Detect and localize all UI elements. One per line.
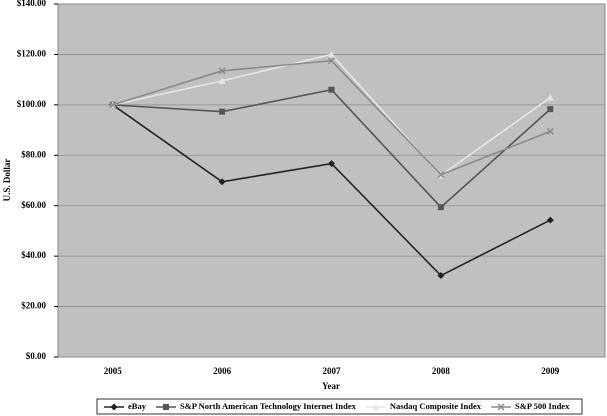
legend (96, 398, 583, 415)
legend-label: S&P 500 Index (515, 401, 570, 411)
marker (218, 67, 226, 75)
marker (372, 403, 380, 410)
plot-area (57, 3, 606, 358)
marker (497, 403, 505, 411)
marker (328, 160, 335, 168)
marker (218, 178, 226, 186)
marker (162, 404, 169, 410)
legend-item: S&P North American Technology Internet I… (155, 401, 357, 411)
y-tick-label: $20.00 (21, 301, 46, 311)
marker (328, 50, 335, 58)
marker (218, 77, 226, 84)
marker (546, 216, 554, 224)
y-tick-label: $140.00 (17, 0, 47, 8)
legend-item: Nasdaq Composite Index (365, 401, 482, 411)
x-tick-label: 2005 (104, 366, 123, 376)
x-tick-label: 2008 (432, 366, 451, 376)
y-tick-label: $100.00 (17, 99, 47, 109)
marker (546, 127, 554, 135)
y-tick-label: $60.00 (21, 200, 46, 210)
legend-label: S&P North American Technology Internet I… (180, 401, 357, 411)
x-tick-label: 2009 (541, 366, 560, 376)
x-tick-label: 2006 (213, 366, 232, 376)
marker (437, 171, 445, 179)
legend-item: eBay (104, 401, 147, 411)
marker (327, 57, 336, 65)
legend-label: eBay (128, 401, 147, 411)
marker (437, 204, 444, 211)
marker (328, 86, 335, 93)
y-tick-label: $120.00 (17, 48, 47, 58)
y-axis-label: U.S. Dollar (2, 159, 12, 202)
x-axis-label: Year (322, 381, 340, 391)
marker (546, 94, 554, 101)
marker (547, 106, 554, 113)
y-tick-label: $40.00 (21, 250, 46, 260)
y-tick-label: $0.00 (26, 351, 47, 361)
marker (110, 403, 118, 411)
x-tick-label: 2007 (323, 366, 342, 376)
legend-item: S&P 500 Index (491, 401, 570, 411)
marker (437, 272, 445, 280)
y-tick-label: $80.00 (21, 149, 46, 159)
marker (219, 108, 226, 115)
marker (109, 101, 117, 109)
legend-label: Nasdaq Composite Index (390, 401, 482, 411)
